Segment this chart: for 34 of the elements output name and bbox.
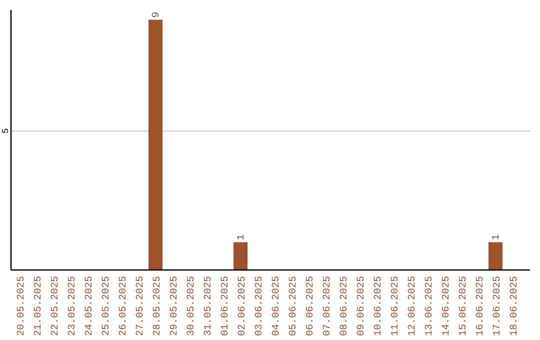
x-tick-label: 12.06.2025 bbox=[408, 276, 418, 336]
x-tick-label: 17.06.2025 bbox=[492, 276, 504, 336]
x-tick-label: 14.06.2025 bbox=[442, 276, 452, 336]
x-tick-label: 01.06.2025 bbox=[220, 276, 232, 336]
data-label: 1 bbox=[492, 234, 502, 240]
x-tick-label: 18.06.2025 bbox=[510, 276, 520, 336]
x-tick-label: 05.06.2025 bbox=[288, 276, 300, 336]
data-label: 9 bbox=[152, 12, 162, 18]
x-tick-label: 20.05.2025 bbox=[16, 276, 28, 336]
x-tick-label: 27.05.2025 bbox=[136, 276, 146, 336]
x-tick-label: 25.05.2025 bbox=[102, 276, 112, 336]
x-tick-label: 31.05.2025 bbox=[204, 276, 214, 336]
x-tick-label: 10.06.2025 bbox=[374, 276, 384, 336]
x-tick-label: 02.06.2025 bbox=[238, 276, 248, 336]
x-tick-label: 30.05.2025 bbox=[186, 276, 198, 336]
x-tick-label: 11.06.2025 bbox=[390, 276, 402, 336]
x-tick-label: 21.05.2025 bbox=[34, 276, 44, 336]
x-tick-label: 08.06.2025 bbox=[340, 276, 350, 336]
x-tick-label: 24.05.2025 bbox=[84, 276, 96, 336]
x-tick-label: 16.06.2025 bbox=[476, 276, 486, 336]
y-tick-label: 5 bbox=[1, 128, 11, 134]
x-tick-label: 13.06.2025 bbox=[424, 276, 436, 336]
x-tick-label: 15.06.2025 bbox=[458, 276, 470, 336]
x-tick-label: 03.06.2025 bbox=[254, 276, 266, 336]
x-tick-label: 07.06.2025 bbox=[322, 276, 334, 336]
data-label: 1 bbox=[236, 234, 248, 240]
x-tick-label: 06.06.2025 bbox=[306, 276, 316, 336]
x-tick-label: 26.05.2025 bbox=[118, 276, 130, 336]
x-tick-label: 28.05.2025 bbox=[152, 276, 164, 336]
x-tick-label: 04.06.2025 bbox=[272, 276, 282, 336]
x-tick-label: 23.05.2025 bbox=[68, 276, 78, 336]
x-tick-label: 09.06.2025 bbox=[356, 276, 368, 336]
x-tick-label: 29.05.2025 bbox=[170, 276, 180, 336]
x-tick-label: 22.05.2025 bbox=[50, 276, 62, 336]
